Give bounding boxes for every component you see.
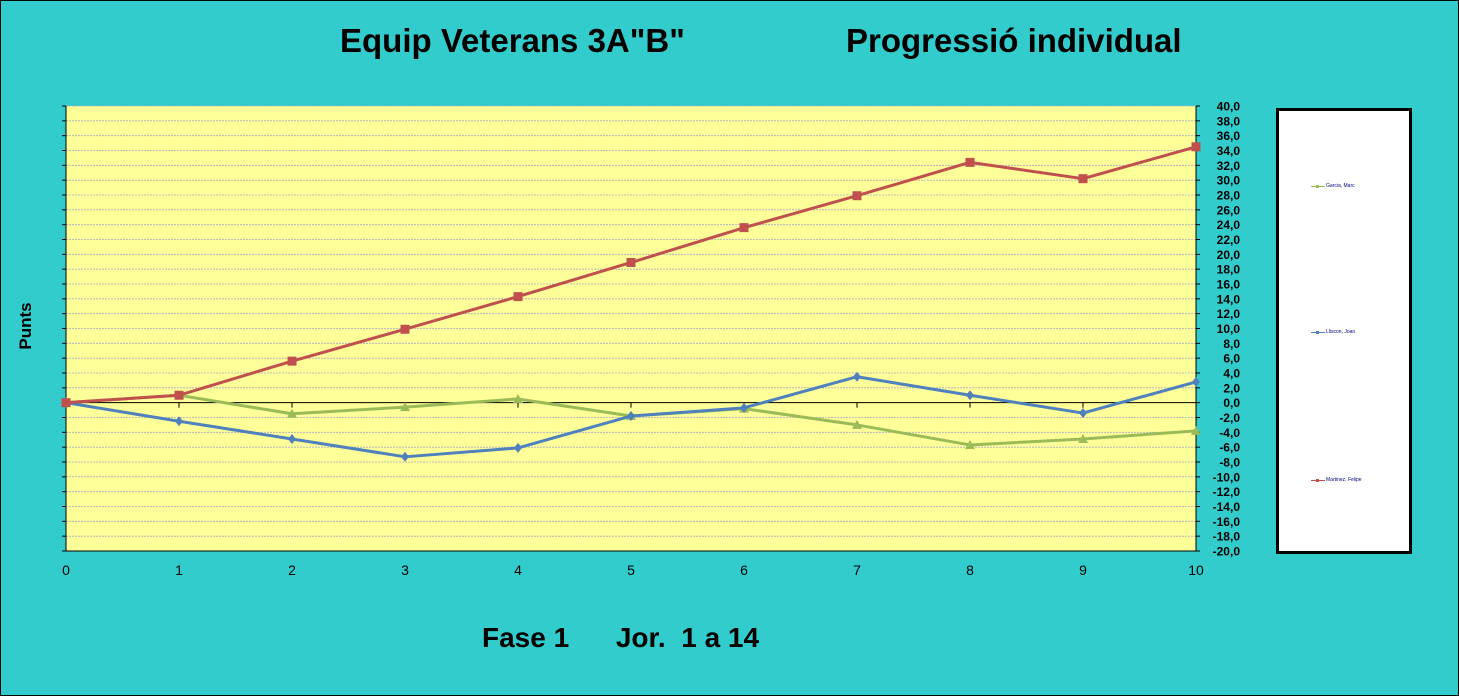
data-point [852,191,862,201]
y-tick-label: 28,0 [1217,189,1241,203]
y-tick-label: 32,0 [1217,159,1241,173]
y-tick-label: 12,0 [1217,307,1241,321]
data-point [1191,425,1201,435]
y-tick-label: 36,0 [1217,129,1241,143]
data-point [514,442,522,453]
y-tick-label: -16,0 [1213,515,1241,529]
data-point [513,393,523,403]
data-point [965,157,975,167]
series-3 [61,142,1201,408]
y-tick-label: 34,0 [1217,144,1241,158]
y-tick-label: -12,0 [1213,485,1241,499]
data-point [175,416,183,427]
data-point [174,390,184,400]
chart-title-progress: Progressió individual [846,22,1182,59]
legend-label-lliscon: Lliscon, Joan [1326,329,1356,335]
x-tick-label: 4 [514,562,522,578]
x-tick-label: 8 [966,562,974,578]
x-tick-label: 2 [288,562,296,578]
data-point [966,390,974,401]
y-tick-label: 18,0 [1217,263,1241,277]
y-tick-label: 24,0 [1217,218,1241,232]
x-tick-label: 5 [627,562,635,578]
data-point [739,223,749,233]
data-point [1191,142,1201,152]
y-tick-label: -6,0 [1219,441,1240,455]
data-point [1192,376,1200,387]
data-point [61,398,71,408]
y-tick-labels: 40,038,036,034,032,030,028,026,024,022,0… [1213,100,1241,559]
x-tick-label: 1 [175,562,183,578]
data-point [1078,174,1088,184]
y-tick-label: -14,0 [1213,500,1241,514]
y-tick-label: 22,0 [1217,233,1241,247]
data-point [1078,434,1088,444]
data-point [287,356,297,366]
y-tick-label: 0,0 [1223,396,1240,410]
x-tick-label: 6 [740,562,748,578]
legend-label-martinez: Martinez, Felipe [1326,477,1362,483]
y-tick-label: 16,0 [1217,278,1241,292]
y-tick-label: 2,0 [1223,381,1240,395]
y-tick-label: 6,0 [1223,352,1240,366]
data-point [288,434,296,445]
legend-item-lliscon: Lliscon, Joan [1311,327,1355,337]
data-point [852,419,862,429]
data-point [853,371,861,382]
data-point [401,451,409,462]
legend-swatch-garcia [1311,184,1325,188]
legend-swatch-lliscon [1311,330,1325,334]
data-point [627,411,635,422]
data-point [740,402,748,413]
legend-item-garcia: Garcia, Marc [1311,181,1355,191]
data-point [513,292,523,302]
y-tick-label: 26,0 [1217,203,1241,217]
footer-phase: Fase 1 Jor. 1 a 14 [482,622,760,653]
data-point [400,324,410,334]
x-tick-label: 3 [401,562,409,578]
x-tick-label: 7 [853,562,861,578]
y-tick-label: -10,0 [1213,470,1241,484]
y-tick-label: 14,0 [1217,292,1241,306]
y-tick-label: 8,0 [1223,337,1240,351]
x-tick-label: 9 [1079,562,1087,578]
y-tick-label: 4,0 [1223,367,1240,381]
legend-label-garcia: Garcia, Marc [1326,183,1355,189]
y-tick-label: 40,0 [1217,100,1241,114]
y-tick-label: 38,0 [1217,114,1241,128]
y-tick-label: 30,0 [1217,174,1241,188]
y-tick-label: -2,0 [1219,411,1240,425]
chart-title-team: Equip Veterans 3A"B" [340,22,685,59]
legend-item-martinez: Martinez, Felipe [1311,475,1362,485]
x-tick-labels: 0 1 2 3 4 5 6 7 8 9 10 [62,562,1204,578]
data-point [965,439,975,449]
legend: Garcia, Marc Lliscon, Joan Martinez, Fel… [1276,108,1412,554]
y-tick-label: 10,0 [1217,322,1241,336]
legend-swatch-martinez [1311,478,1325,482]
data-point [400,402,410,412]
x-tick-label: 10 [1188,562,1204,578]
data-point [287,408,297,418]
y-tick-label: -4,0 [1219,426,1240,440]
y-tick-label: -18,0 [1213,530,1241,544]
data-point [1079,408,1087,419]
data-point [626,257,636,267]
series-lines [61,142,1201,462]
y-tick-label: 20,0 [1217,248,1241,262]
x-tick-label: 0 [62,562,70,578]
y-tick-label: -20,0 [1213,545,1241,559]
y-tick-label: -8,0 [1219,456,1240,470]
